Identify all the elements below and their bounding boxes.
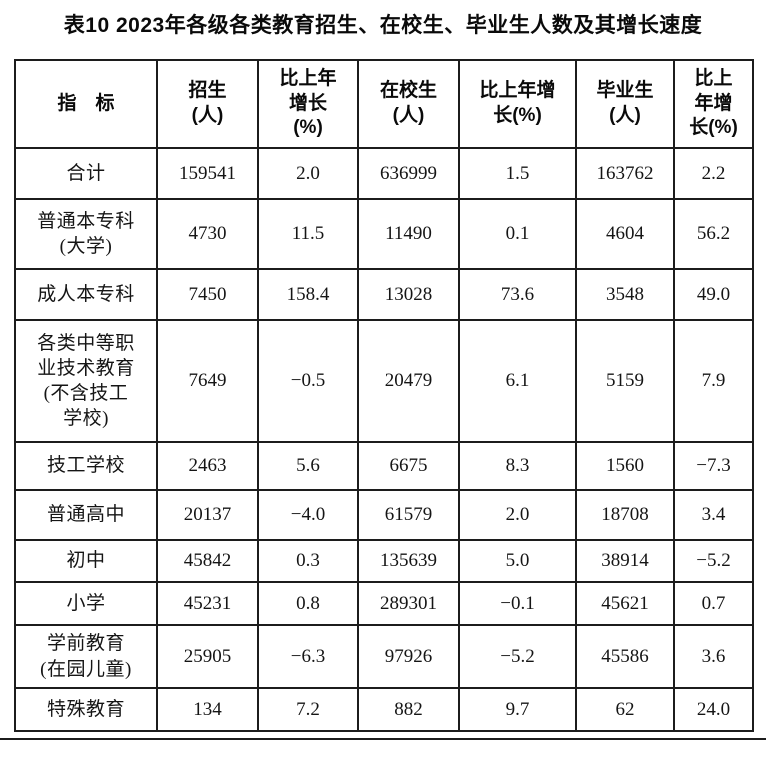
cell-value: 24.0: [673, 687, 754, 732]
cell-value: 0.7: [673, 581, 754, 626]
cell-value: 6675: [357, 441, 460, 491]
row-indicator: 合计: [14, 147, 158, 200]
cell-value: 8.3: [458, 441, 577, 491]
cell-value: 0.1: [458, 198, 577, 270]
cell-value: −0.1: [458, 581, 577, 626]
cell-value: 1560: [575, 441, 675, 491]
table-title: 表10 2023年各级各类教育招生、在校生、毕业生人数及其增长速度: [63, 14, 703, 37]
row-indicator: 普通本专科 (大学): [14, 198, 158, 270]
cell-value: 135639: [357, 539, 460, 583]
table-row: 成人本专科 7450 158.4 13028 73.6 3548 49.0: [14, 268, 754, 321]
header-row: 指 标 招生 (人) 比上年 增长 (%) 在校生 (人) 比上年增 长(%) …: [14, 59, 754, 149]
cell-value: 7450: [156, 268, 259, 321]
cell-value: 13028: [357, 268, 460, 321]
cell-value: 11.5: [257, 198, 359, 270]
cell-value: 20137: [156, 489, 259, 541]
cell-value: 4604: [575, 198, 675, 270]
cell-value: −7.3: [673, 441, 754, 491]
cell-value: 7.9: [673, 319, 754, 443]
cell-value: 1.5: [458, 147, 577, 200]
cell-value: 3548: [575, 268, 675, 321]
row-indicator: 小学: [14, 581, 158, 626]
cell-value: 5.0: [458, 539, 577, 583]
cell-value: 18708: [575, 489, 675, 541]
cell-value: 2.2: [673, 147, 754, 200]
bottom-rule-divider: [0, 738, 766, 740]
cell-value: 11490: [357, 198, 460, 270]
cell-value: 5159: [575, 319, 675, 443]
column-header-graduates-growth: 比上 年增 长(%): [673, 59, 754, 149]
cell-value: 289301: [357, 581, 460, 626]
column-header-graduates: 毕业生 (人): [575, 59, 675, 149]
cell-value: 636999: [357, 147, 460, 200]
cell-value: 4730: [156, 198, 259, 270]
cell-value: 2.0: [458, 489, 577, 541]
cell-value: −5.2: [673, 539, 754, 583]
cell-value: 882: [357, 687, 460, 732]
column-header-students-growth: 比上年增 长(%): [458, 59, 577, 149]
cell-value: 5.6: [257, 441, 359, 491]
cell-value: 9.7: [458, 687, 577, 732]
cell-value: 163762: [575, 147, 675, 200]
row-indicator: 技工学校: [14, 441, 158, 491]
row-indicator: 成人本专科: [14, 268, 158, 321]
cell-value: 0.3: [257, 539, 359, 583]
column-header-indicator: 指 标: [14, 59, 158, 149]
cell-value: 49.0: [673, 268, 754, 321]
row-indicator: 各类中等职 业技术教育 (不含技工 学校): [14, 319, 158, 443]
cell-value: 97926: [357, 624, 460, 689]
cell-value: −0.5: [257, 319, 359, 443]
cell-value: −6.3: [257, 624, 359, 689]
education-stats-table: 指 标 招生 (人) 比上年 增长 (%) 在校生 (人) 比上年增 长(%) …: [14, 59, 754, 732]
cell-value: 134: [156, 687, 259, 732]
cell-value: 38914: [575, 539, 675, 583]
cell-value: −5.2: [458, 624, 577, 689]
row-indicator: 普通高中: [14, 489, 158, 541]
row-indicator: 特殊教育: [14, 687, 158, 732]
cell-value: 158.4: [257, 268, 359, 321]
cell-value: 45842: [156, 539, 259, 583]
table-row: 普通高中 20137 −4.0 61579 2.0 18708 3.4: [14, 489, 754, 541]
table-row: 合计 159541 2.0 636999 1.5 163762 2.2: [14, 147, 754, 200]
cell-value: 7649: [156, 319, 259, 443]
cell-value: 3.4: [673, 489, 754, 541]
table-row: 技工学校 2463 5.6 6675 8.3 1560 −7.3: [14, 441, 754, 491]
table-row: 普通本专科 (大学) 4730 11.5 11490 0.1 4604 56.2: [14, 198, 754, 270]
cell-value: 45231: [156, 581, 259, 626]
cell-value: 3.6: [673, 624, 754, 689]
column-header-enrollment-growth: 比上年 增长 (%): [257, 59, 359, 149]
table-row: 特殊教育 134 7.2 882 9.7 62 24.0: [14, 687, 754, 732]
table-row: 各类中等职 业技术教育 (不含技工 学校) 7649 −0.5 20479 6.…: [14, 319, 754, 443]
cell-value: 25905: [156, 624, 259, 689]
cell-value: 0.8: [257, 581, 359, 626]
cell-value: 45586: [575, 624, 675, 689]
cell-value: 56.2: [673, 198, 754, 270]
cell-value: 62: [575, 687, 675, 732]
table-row: 学前教育 (在园儿童) 25905 −6.3 97926 −5.2 45586 …: [14, 624, 754, 689]
cell-value: 2463: [156, 441, 259, 491]
cell-value: 7.2: [257, 687, 359, 732]
row-indicator: 学前教育 (在园儿童): [14, 624, 158, 689]
table-row: 初中 45842 0.3 135639 5.0 38914 −5.2: [14, 539, 754, 583]
cell-value: 20479: [357, 319, 460, 443]
cell-value: 73.6: [458, 268, 577, 321]
cell-value: 45621: [575, 581, 675, 626]
cell-value: −4.0: [257, 489, 359, 541]
column-header-enrollment: 招生 (人): [156, 59, 259, 149]
cell-value: 6.1: [458, 319, 577, 443]
column-header-students: 在校生 (人): [357, 59, 460, 149]
cell-value: 61579: [357, 489, 460, 541]
cell-value: 2.0: [257, 147, 359, 200]
cell-value: 159541: [156, 147, 259, 200]
row-indicator: 初中: [14, 539, 158, 583]
table-row: 小学 45231 0.8 289301 −0.1 45621 0.7: [14, 581, 754, 626]
